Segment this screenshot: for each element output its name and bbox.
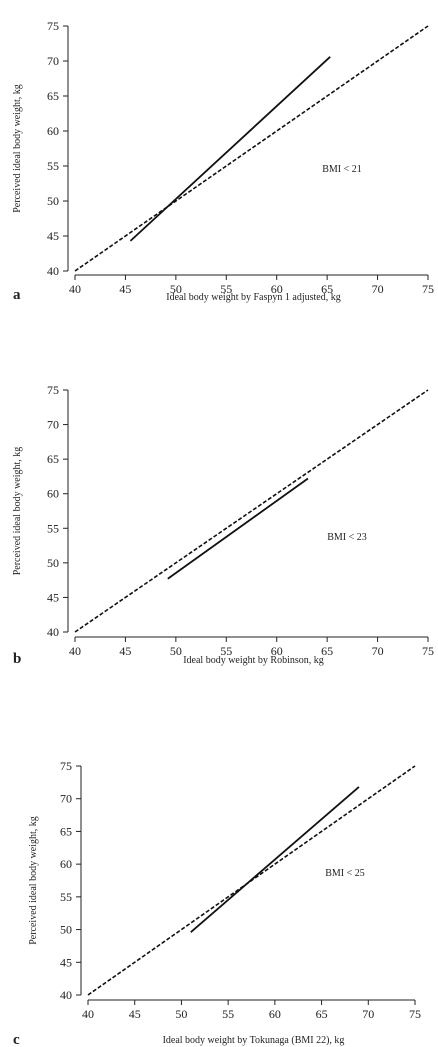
x-tick-label: 50 (170, 282, 182, 296)
y-tick-label: 70 (47, 54, 59, 68)
regression-line-solid (190, 786, 360, 933)
bmi-annotation: BMI < 25 (325, 868, 365, 879)
y-tick-label: 75 (60, 759, 72, 773)
x-tick-label: 70 (372, 282, 384, 296)
y-tick-label: 50 (47, 194, 59, 208)
y-tick-label: 40 (47, 264, 59, 278)
regression-line-solid (129, 56, 331, 242)
x-tick-label: 65 (321, 644, 333, 658)
chart-panel-a: 40 45 50 55 60 65 70 75 40 45 50 55 60 65 70 75 BMI < 21… (12, 19, 434, 303)
panel-label: b (13, 651, 21, 667)
y-axis-title: Perceived ideal body weight, kg (12, 84, 23, 213)
y-tick-label: 75 (47, 19, 59, 33)
y-tick-label: 65 (47, 452, 59, 466)
y-tick-label: 50 (60, 923, 72, 937)
x-tick-label: 70 (372, 644, 384, 658)
x-axis-title: Ideal body weight by Robinson, kg (183, 655, 324, 666)
x-tick-label: 40 (69, 282, 81, 296)
y-tick-label: 45 (47, 229, 59, 243)
y-tick-label: 60 (47, 124, 59, 138)
x-axis-title: Ideal body weight by Tokunaga (BMI 22), … (163, 1035, 345, 1046)
x-tick-label: 50 (175, 1007, 187, 1021)
y-tick-label: 55 (60, 890, 72, 904)
x-tick-label: 40 (82, 1007, 94, 1021)
bmi-annotation: BMI < 21 (322, 164, 362, 175)
x-tick-label: 40 (69, 644, 81, 658)
y-tick-label: 55 (47, 159, 59, 173)
regression-line-solid (167, 477, 309, 580)
y-tick-label: 70 (60, 792, 72, 806)
panel-label: a (13, 287, 21, 303)
panel-label: c (13, 1032, 20, 1047)
x-tick-label: 55 (222, 1007, 234, 1021)
y-tick-label: 75 (47, 383, 59, 397)
y-tick-label: 45 (60, 955, 72, 969)
y-tick-label: 60 (47, 487, 59, 501)
x-tick-label: 75 (422, 282, 434, 296)
x-tick-label: 45 (119, 644, 131, 658)
y-axis-title: Perceived ideal body weight, kg (12, 447, 23, 576)
x-tick-label: 65 (316, 1007, 328, 1021)
chart-panel-b: 40 45 50 55 60 65 70 75 40 45 50 55 60 65 70 75 BMI < 23… (12, 383, 434, 667)
x-axis-title: Ideal body weight by Faspyn 1 adjusted, … (166, 292, 340, 303)
y-tick-label: 40 (47, 625, 59, 639)
x-tick-label: 75 (422, 644, 434, 658)
y-tick-label: 50 (47, 556, 59, 570)
y-axis-title: Perceived ideal body weight, kg (28, 816, 39, 945)
x-tick-label: 45 (129, 1007, 141, 1021)
y-tick-label: 65 (60, 824, 72, 838)
x-tick-label: 75 (409, 1007, 421, 1021)
chart-panel-c: 40 45 50 55 60 65 70 75 40 45 50 55 60 65 70 75 BMI < 25… (13, 759, 421, 1047)
x-tick-label: 60 (271, 644, 283, 658)
x-tick-label: 55 (220, 644, 232, 658)
y-tick-label: 55 (47, 521, 59, 535)
x-tick-label: 60 (271, 282, 283, 296)
y-tick-label: 65 (47, 89, 59, 103)
x-tick-label: 55 (220, 282, 232, 296)
y-tick-label: 70 (47, 418, 59, 432)
y-tick-label: 45 (47, 590, 59, 604)
x-tick-label: 60 (269, 1007, 281, 1021)
bmi-annotation: BMI < 23 (327, 532, 367, 543)
x-tick-label: 45 (119, 282, 131, 296)
x-tick-label: 65 (321, 282, 333, 296)
y-tick-label: 60 (60, 857, 72, 871)
y-tick-label: 40 (60, 988, 72, 1002)
x-tick-label: 50 (170, 644, 182, 658)
x-tick-label: 70 (362, 1007, 374, 1021)
reference-line-dashed (74, 25, 429, 272)
reference-line-dashed (74, 389, 429, 633)
